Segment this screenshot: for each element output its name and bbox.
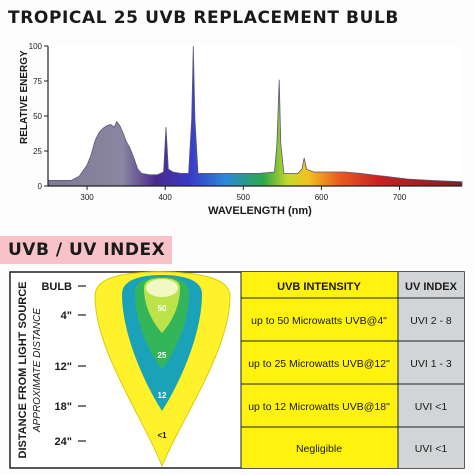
tick-12in: 12" <box>55 361 72 373</box>
x-tick-label: 300 <box>80 193 94 202</box>
col-header-index: UV INDEX <box>405 281 458 293</box>
zone-label-12: 12 <box>158 391 167 400</box>
uv-index-panel: DISTANCE FROM LIGHT SOURCE APPROXIMATE D… <box>9 271 465 469</box>
spectrum-chart: 0 25 50 75 100 300 400 500 600 700 RELATIVE ENER… <box>19 42 463 217</box>
section-highlight <box>0 236 172 264</box>
row3-index: UVI <1 <box>415 401 448 413</box>
row2-index: UVI 1 - 3 <box>410 358 452 370</box>
tick-18in: 18" <box>55 401 72 413</box>
x-tick-label: 700 <box>393 193 407 202</box>
y-tick-label: 75 <box>33 77 42 86</box>
tick-24in: 24" <box>55 436 72 448</box>
uv-zones: 50 25 12 <1 <box>94 271 231 468</box>
y-tick-label: 25 <box>33 147 42 156</box>
index-column <box>398 272 464 468</box>
bulb-glow <box>146 279 178 297</box>
x-tick-label: 600 <box>315 193 329 202</box>
distance-axis-sublabel: APPROXIMATE DISTANCE <box>32 308 43 433</box>
y-tick-label: 0 <box>38 182 43 191</box>
zone-label-50: 50 <box>158 304 167 313</box>
tick-4in: 4" <box>61 310 72 322</box>
zone-label-25: 25 <box>158 351 167 360</box>
page-title: TROPICAL 25 UVB REPLACEMENT BULB <box>8 8 399 28</box>
row1-intensity: up to 50 Microwatts UVB@4" <box>251 315 387 327</box>
spectrum-area <box>47 45 463 187</box>
y-tick-label: 50 <box>33 112 42 121</box>
col-header-intensity: UVB INTENSITY <box>277 281 361 293</box>
row3-intensity: up to 12 Microwatts UVB@18" <box>248 401 390 413</box>
uv-table: UVB INTENSITY UV INDEX up to 50 Microwat… <box>240 272 464 468</box>
intensity-column <box>241 272 398 468</box>
row1-index: UVI 2 - 8 <box>410 315 452 327</box>
distance-axis-label: DISTANCE FROM LIGHT SOURCE <box>17 281 29 458</box>
zone-label-lt1: <1 <box>157 431 167 440</box>
x-axis-label: WAVELENGTH (nm) <box>208 205 312 217</box>
x-tick-label: 500 <box>237 193 251 202</box>
x-tick-label: 400 <box>158 193 172 202</box>
distance-ticks: BULB 4" 12" 18" 24" <box>41 281 86 448</box>
y-axis-label: RELATIVE ENERGY <box>19 50 30 144</box>
row4-intensity: Negligible <box>296 443 342 455</box>
y-tick-label: 100 <box>29 42 43 51</box>
row4-index: UVI <1 <box>415 443 448 455</box>
tick-bulb: BULB <box>41 281 72 293</box>
y-ticks: 0 25 50 75 100 <box>29 42 48 191</box>
x-ticks: 300 400 500 600 700 <box>80 186 407 202</box>
row2-intensity: up to 25 Microwatts UVB@12" <box>248 358 390 370</box>
section-title: UVB / UV INDEX <box>8 240 166 260</box>
